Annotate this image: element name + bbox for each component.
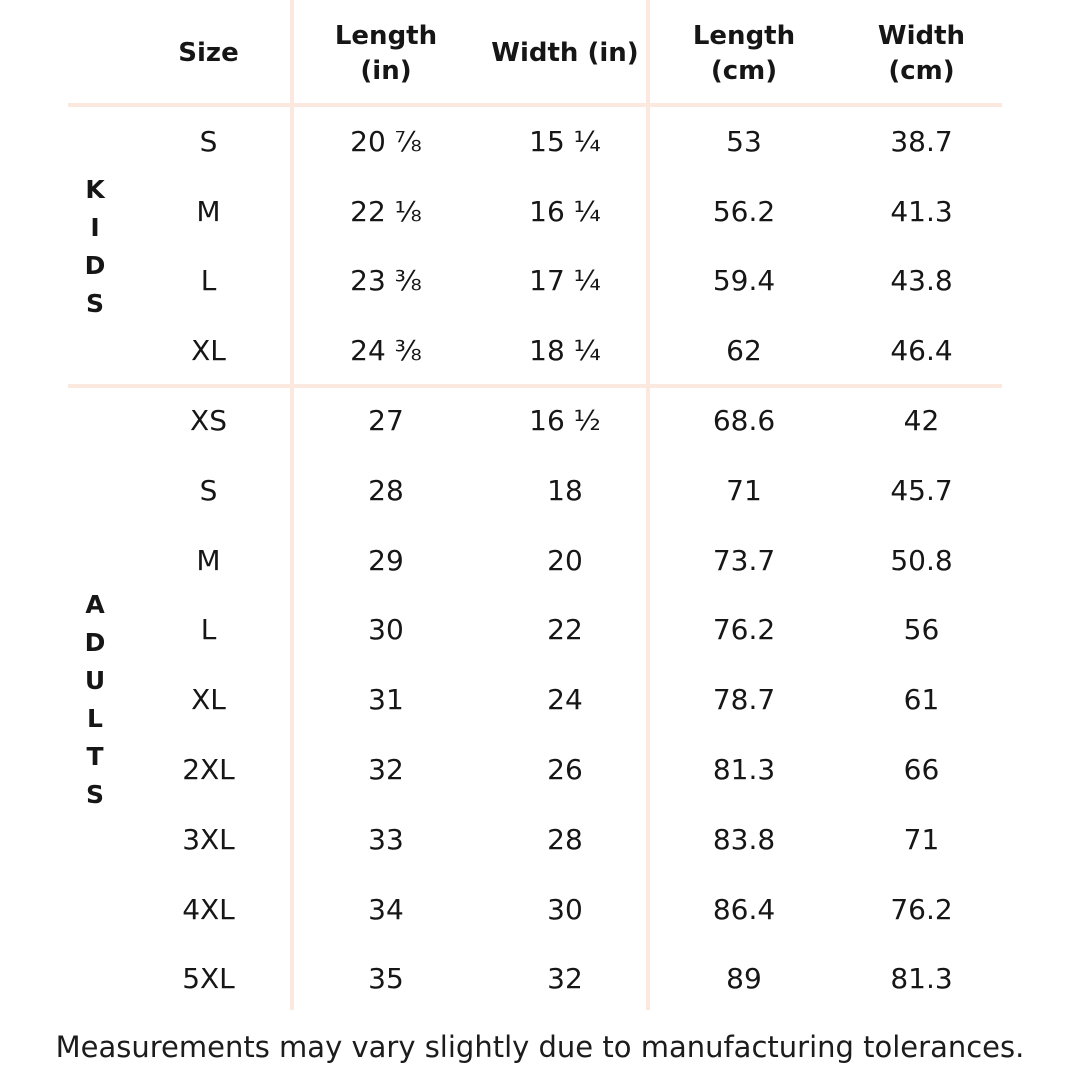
size-cell: S: [199, 473, 218, 507]
group-letter: S: [85, 780, 104, 810]
length-in-cell: 30: [368, 613, 404, 647]
width-in-cell: 30: [547, 892, 583, 926]
size-cell: XL: [191, 683, 226, 717]
header-line: (in): [360, 55, 412, 86]
size-cell: M: [196, 194, 221, 228]
divider-kids-adults: [68, 384, 1002, 388]
size-cell: 2XL: [182, 753, 235, 787]
width-cm-cell: 66: [903, 753, 940, 787]
width-cm-cell: 43.8: [890, 264, 953, 298]
header-line: Length: [334, 20, 438, 51]
group-letter: T: [86, 742, 104, 772]
group-letter: S: [85, 288, 104, 318]
width-cm-cell: 46.4: [890, 334, 953, 368]
width-cm-cell: 81.3: [890, 962, 953, 996]
column-header-length-cm: Length (cm): [650, 0, 838, 107]
column-header-width-cm: Width (cm): [838, 0, 1005, 107]
header-line: (cm): [710, 55, 778, 86]
divider-header-row: [68, 103, 1002, 107]
size-cell: XL: [191, 334, 226, 368]
width-in-cell: 18: [547, 473, 583, 507]
width-in-cell: 20: [547, 543, 583, 577]
group-letter: L: [87, 704, 103, 734]
width-cm-cell: 61: [903, 683, 940, 717]
header-line: Width: [877, 20, 966, 51]
group-letter: I: [90, 212, 100, 242]
width-cm-cell: 71: [903, 822, 940, 856]
length-in-cell: 20 ⅞: [350, 124, 422, 158]
width-in-cell: 24: [547, 683, 583, 717]
length-cm-cell: 73.7: [712, 543, 776, 577]
divider-vertical-inches-cm: [646, 0, 650, 1010]
width-cm-cell: 50.8: [890, 543, 953, 577]
length-cm-cell: 71: [726, 473, 762, 507]
header-line: Length: [692, 20, 796, 51]
width-cm-cell: 45.7: [890, 473, 953, 507]
length-cm-cell: 86.4: [712, 892, 776, 926]
width-in-cell: 28: [547, 822, 583, 856]
size-cell: 4XL: [182, 892, 235, 926]
width-in-cell: 26: [547, 753, 583, 787]
length-cm-cell: 83.8: [712, 822, 776, 856]
size-table: Size Length (in) Width (in) Length (cm) …: [65, 0, 1005, 1014]
group-letter: D: [84, 628, 106, 658]
length-in-cell: 28: [368, 473, 404, 507]
length-cm-cell: 68.6: [712, 404, 776, 438]
size-cell: L: [200, 264, 217, 298]
group-label-kids: K I D S: [65, 107, 125, 386]
size-cell: XS: [190, 404, 227, 438]
column-header-length-in: Length (in): [292, 0, 480, 107]
header-line: Width (in): [491, 38, 639, 68]
header-line: Size: [178, 38, 239, 68]
width-in-cell: 16 ¼: [529, 194, 601, 228]
width-in-cell: 15 ¼: [529, 124, 601, 158]
width-cm-cell: 41.3: [890, 194, 953, 228]
length-in-cell: 31: [368, 683, 404, 717]
length-in-cell: 34: [368, 892, 404, 926]
group-label-adults: A D U L T S: [65, 386, 125, 1014]
width-in-cell: 17 ¼: [529, 264, 601, 298]
width-in-cell: 32: [547, 962, 583, 996]
length-in-cell: 27: [368, 404, 404, 438]
header-line: (cm): [888, 55, 955, 86]
size-cell: 5XL: [182, 962, 235, 996]
length-cm-cell: 62: [726, 334, 762, 368]
size-cell: L: [200, 613, 217, 647]
size-cell: 3XL: [182, 822, 235, 856]
length-in-cell: 35: [368, 962, 404, 996]
size-cell: M: [196, 543, 221, 577]
column-header-size: Size: [125, 0, 292, 107]
size-cell: S: [199, 124, 218, 158]
length-cm-cell: 78.7: [712, 683, 776, 717]
divider-vertical-size-inches: [290, 0, 294, 1010]
width-in-cell: 16 ½: [529, 404, 601, 438]
width-cm-cell: 38.7: [890, 124, 953, 158]
length-in-cell: 29: [368, 543, 404, 577]
length-cm-cell: 56.2: [712, 194, 776, 228]
length-cm-cell: 53: [726, 124, 762, 158]
length-in-cell: 23 ⅜: [350, 264, 422, 298]
width-cm-cell: 56: [903, 613, 940, 647]
length-cm-cell: 59.4: [712, 264, 776, 298]
group-letter: K: [85, 174, 105, 204]
width-cm-cell: 42: [903, 404, 940, 438]
group-letter: D: [84, 250, 106, 280]
group-letter: A: [85, 590, 105, 620]
width-cm-cell: 76.2: [890, 892, 953, 926]
length-cm-cell: 89: [726, 962, 762, 996]
length-in-cell: 22 ⅛: [350, 194, 422, 228]
width-in-cell: 22: [547, 613, 583, 647]
length-cm-cell: 76.2: [712, 613, 776, 647]
length-in-cell: 32: [368, 753, 404, 787]
width-in-cell: 18 ¼: [529, 334, 601, 368]
column-header-width-in: Width (in): [480, 0, 650, 107]
group-letter: U: [84, 666, 106, 696]
length-in-cell: 24 ⅜: [350, 334, 422, 368]
footnote: Measurements may vary slightly due to ma…: [55, 1030, 1025, 1064]
length-cm-cell: 81.3: [712, 753, 776, 787]
length-in-cell: 33: [368, 822, 404, 856]
